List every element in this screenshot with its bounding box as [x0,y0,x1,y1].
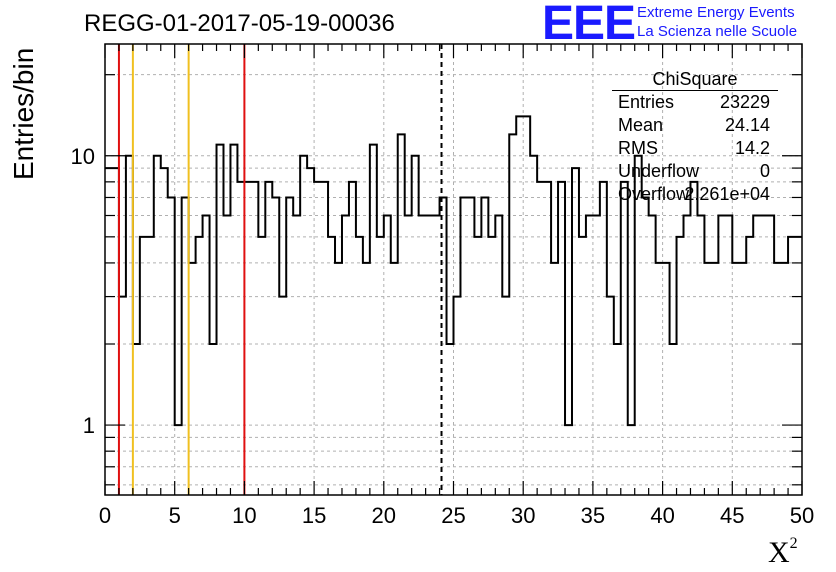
stats-row-entries: Entries 23229 [612,91,778,114]
stats-value: 24.14 [724,115,770,135]
stats-value: 14.2 [734,138,770,158]
stats-label: RMS [618,138,658,158]
x-tick-label: 0 [99,503,111,528]
y-axis-label: Entries/bin [8,47,39,180]
x-tick-label: 25 [441,503,465,528]
x-axis-label-base: X [768,536,790,569]
logo-line-2: La Scienza nelle Scuole [637,23,798,40]
x-tick-label: 50 [790,503,814,528]
stats-value: 2.261e+04 [684,184,770,204]
stats-value: 23229 [719,92,770,112]
x-tick-label: 40 [650,503,674,528]
stats-label: Mean [618,115,664,135]
stats-box: ChiSquare Entries 23229 Mean 24.14 RMS 1… [612,68,778,206]
chart-title: REGG-01-2017-05-19-00036 [84,10,395,37]
logo-caption: Extreme Energy Events La Scienza nelle S… [637,3,797,41]
y-tick-label: 1 [83,413,95,438]
stats-label: Underflow [618,161,700,181]
x-axis-label: X2 [768,535,798,570]
stats-title: ChiSquare [612,68,778,91]
stats-value: 0 [759,161,770,181]
x-tick-label: 10 [232,503,256,528]
x-axis-label-sup: 2 [789,535,798,552]
x-tick-label: 45 [720,503,744,528]
stats-row-underflow: Underflow 0 [612,160,778,183]
eee-logo: EEE [542,0,636,50]
logo-line-1: Extreme Energy Events [637,4,795,21]
stats-row-mean: Mean 24.14 [612,114,778,137]
y-tick-label: 10 [71,144,95,169]
x-tick-label: 30 [511,503,535,528]
x-tick-label: 20 [372,503,396,528]
x-tick-label: 5 [169,503,181,528]
x-tick-label: 15 [302,503,326,528]
stats-row-overflow: Overflow 2.261e+04 [612,183,778,206]
x-tick-label: 35 [581,503,605,528]
stats-row-rms: RMS 14.2 [612,137,778,160]
stats-label: Overflow [618,184,690,204]
stats-label: Entries [618,92,675,112]
histogram-series [105,115,802,427]
